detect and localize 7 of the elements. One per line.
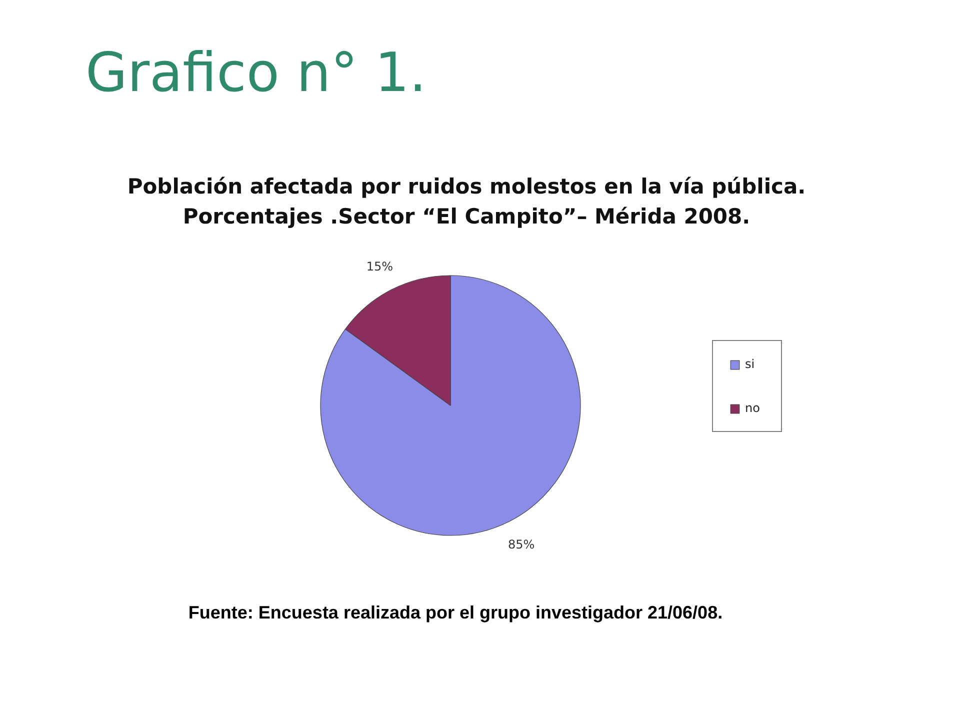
data-label: 85% xyxy=(508,537,535,552)
chart-subtitle: Población afectada por ruidos molestos en la vía pública. Porcentajes .Sector “El Campito”– Mérida 2008. xyxy=(127,174,806,228)
legend-label: si xyxy=(745,357,756,371)
source-note: Fuente: Encuesta realizada por el grupo investigador 21/06/08. xyxy=(188,602,723,622)
data-label: 15% xyxy=(366,260,394,274)
legend-label: no xyxy=(745,401,761,415)
chart-title: Grafico n° 1. xyxy=(86,41,426,104)
